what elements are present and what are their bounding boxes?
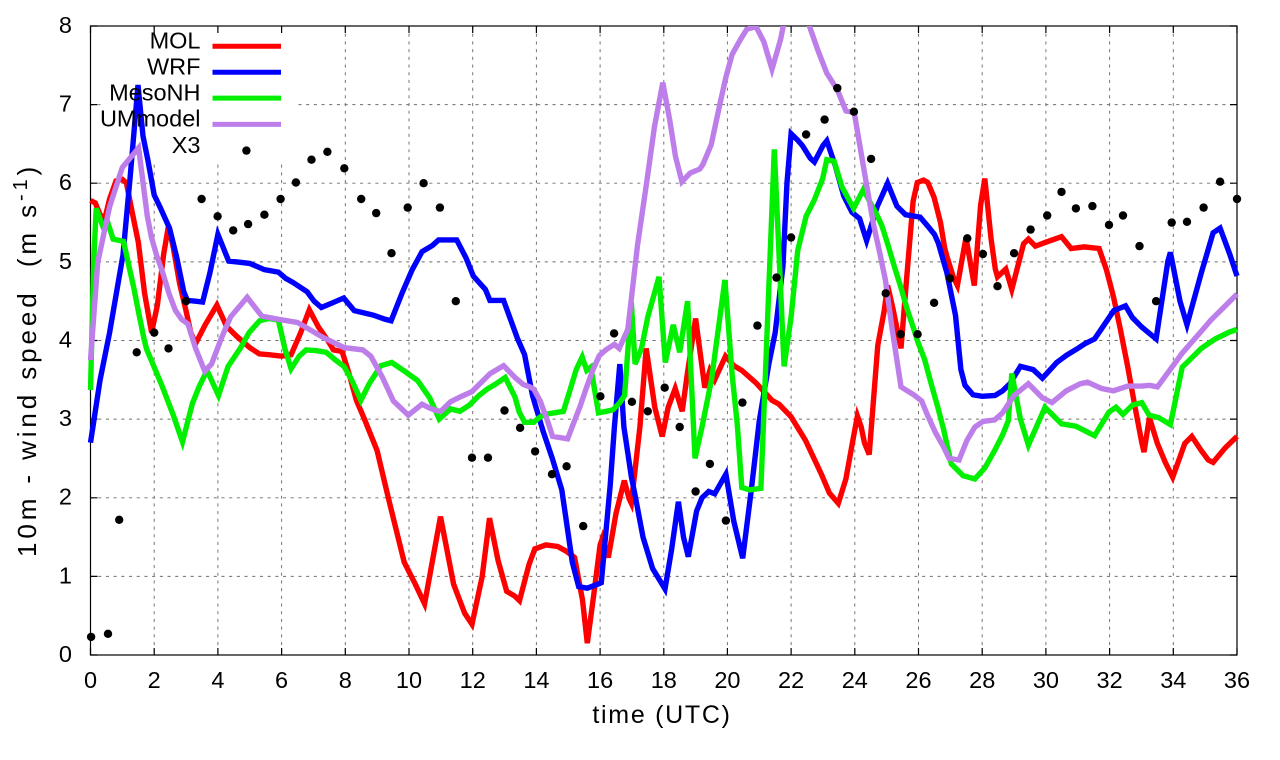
svg-text:10: 10	[396, 667, 422, 693]
svg-text:X3: X3	[172, 132, 201, 158]
svg-text:34: 34	[1160, 667, 1186, 693]
svg-text:1: 1	[59, 562, 72, 588]
svg-text:14: 14	[523, 667, 549, 693]
svg-text:0: 0	[84, 667, 97, 693]
svg-text:6: 6	[59, 169, 72, 195]
svg-text:2: 2	[148, 667, 161, 693]
svg-text:MesoNH: MesoNH	[109, 79, 200, 105]
svg-text:8: 8	[339, 667, 352, 693]
svg-text:0: 0	[59, 641, 72, 667]
svg-text:24: 24	[842, 667, 868, 693]
svg-text:7: 7	[59, 91, 72, 117]
svg-text:28: 28	[969, 667, 995, 693]
svg-text:4: 4	[211, 667, 224, 693]
svg-text:2: 2	[59, 484, 72, 510]
svg-text:16: 16	[587, 667, 613, 693]
svg-text:UMmodel: UMmodel	[100, 106, 201, 132]
svg-text:36: 36	[1224, 667, 1250, 693]
svg-text:time (UTC): time (UTC)	[592, 701, 731, 729]
svg-text:WRF: WRF	[147, 53, 201, 79]
svg-text:5: 5	[59, 248, 72, 274]
svg-text:3: 3	[59, 405, 72, 431]
svg-text:30: 30	[1033, 667, 1059, 693]
svg-text:18: 18	[651, 667, 677, 693]
svg-text:8: 8	[59, 12, 72, 38]
svg-text:4: 4	[59, 326, 72, 352]
svg-text:MOL: MOL	[150, 28, 201, 54]
svg-text:26: 26	[905, 667, 931, 693]
svg-text:22: 22	[778, 667, 804, 693]
svg-text:6: 6	[275, 667, 288, 693]
svg-text:12: 12	[460, 667, 486, 693]
svg-text:10m - wind speed (m s-1): 10m - wind speed (m s-1)	[10, 163, 42, 557]
svg-text:32: 32	[1097, 667, 1123, 693]
svg-text:20: 20	[714, 667, 740, 693]
